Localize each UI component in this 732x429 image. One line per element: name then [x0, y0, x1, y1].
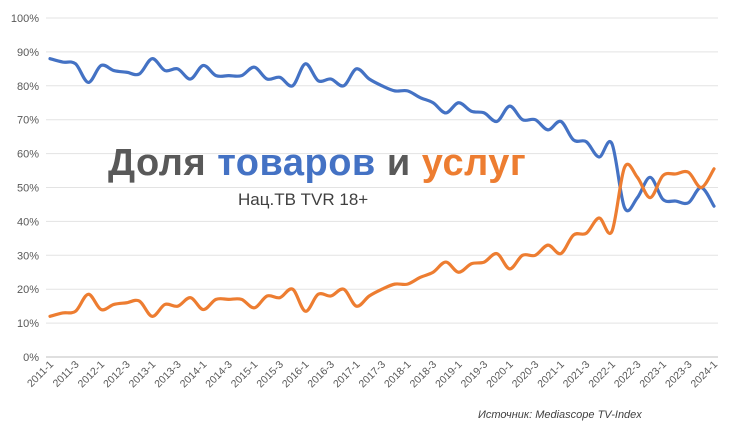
chart-title: Доля товаров и услуг	[108, 142, 526, 185]
x-tick-label: 2017-1	[331, 359, 363, 391]
x-tick-label: 2024-1	[689, 359, 721, 391]
x-tick-label: 2020-1	[484, 359, 516, 391]
x-tick-label: 2017-3	[357, 359, 389, 391]
series-lines	[48, 57, 716, 318]
y-tick-label: 20%	[17, 284, 39, 296]
x-tick-label: 2023-1	[637, 359, 669, 391]
x-tick-label: 2012-1	[76, 359, 108, 391]
y-tick-label: 30%	[17, 250, 39, 262]
y-tick-label: 80%	[17, 81, 39, 93]
x-tick-label: 2020-3	[510, 359, 542, 391]
y-tick-label: 70%	[17, 115, 39, 127]
x-tick-label: 2014-1	[178, 359, 210, 391]
x-tick-label: 2015-1	[229, 359, 261, 391]
x-tick-label: 2023-3	[663, 359, 695, 391]
y-tick-label: 40%	[17, 216, 39, 228]
y-tick-label: 10%	[17, 318, 39, 330]
title-word-4: услуг	[421, 142, 527, 184]
x-tick-label: 2015-3	[254, 359, 286, 391]
x-tick-label: 2013-1	[127, 359, 159, 391]
y-axis-tick-labels: 0% 10% 20% 30% 40% 50% 60% 70% 80% 90% 100%	[11, 13, 39, 364]
x-tick-label: 2022-3	[612, 359, 644, 391]
y-tick-label: 90%	[17, 47, 39, 59]
y-tick-label: 0%	[23, 352, 39, 364]
source-note: Источник: Mediascope TV-Index	[478, 409, 642, 421]
x-tick-label: 2018-1	[382, 359, 414, 391]
x-tick-label: 2022-1	[586, 359, 618, 391]
x-tick-label: 2019-3	[459, 359, 491, 391]
title-word-3: и	[386, 142, 411, 184]
x-tick-label: 2021-1	[535, 359, 567, 391]
x-tick-label: 2019-1	[433, 359, 465, 391]
y-tick-label: 50%	[17, 183, 39, 195]
y-tick-label: 100%	[11, 13, 39, 25]
x-tick-label: 2012-3	[101, 359, 133, 391]
title-word-1: Доля	[108, 142, 207, 184]
series-line-goods	[48, 57, 716, 213]
x-tick-label: 2021-3	[561, 359, 593, 391]
y-tick-label: 60%	[17, 149, 39, 161]
x-tick-label: 2016-3	[305, 359, 337, 391]
x-tick-label: 2014-3	[203, 359, 235, 391]
x-axis-tick-labels: 2011-12011-32012-12012-32013-12013-32014…	[25, 359, 720, 391]
x-tick-label: 2013-3	[152, 359, 184, 391]
x-tick-label: 2016-1	[280, 359, 312, 391]
series-line-services	[48, 162, 716, 318]
x-tick-label: 2018-3	[408, 359, 440, 391]
chart-subtitle: Нац.ТВ TVR 18+	[238, 190, 369, 209]
x-tick-label: 2011-3	[51, 359, 82, 390]
gridlines	[46, 17, 718, 358]
title-word-2: товаров	[217, 142, 376, 184]
